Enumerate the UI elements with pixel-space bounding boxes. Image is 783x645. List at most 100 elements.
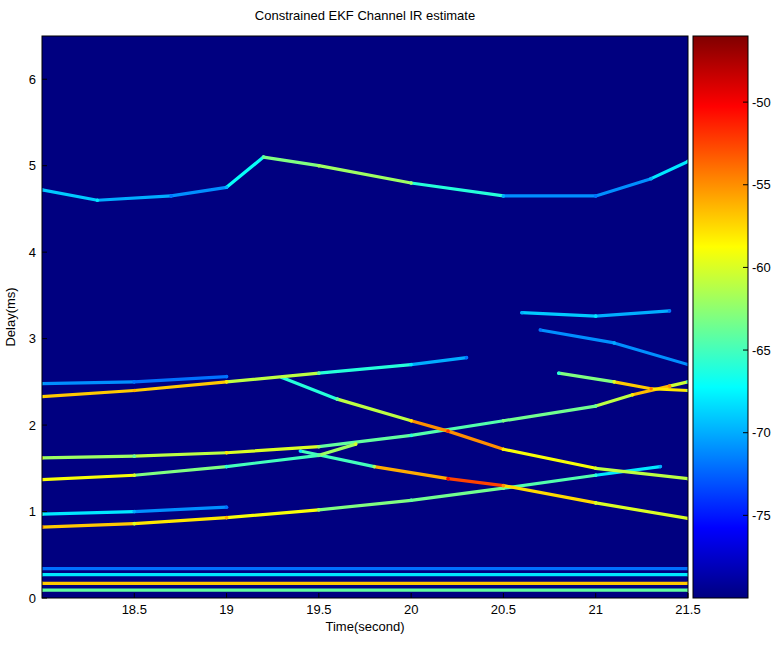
track-segment [134,467,226,476]
track-point [225,516,229,520]
track-point [502,419,506,423]
track-segment [263,157,318,166]
track-point [132,380,136,384]
track-segment [651,389,688,391]
x-tick-label: 21.5 [675,602,700,617]
track-segment [596,311,670,316]
track-point [594,501,598,505]
track-segment [42,589,688,592]
track-segment [227,510,319,518]
track-segment [134,518,226,524]
track-point [317,508,321,512]
track-point [225,505,229,509]
track-point [465,356,469,360]
track-segment [42,475,134,479]
track-point [446,477,450,481]
track-point [631,393,635,397]
x-tick-label: 20.5 [491,602,516,617]
track-segment [522,313,596,316]
colorbar-tick-label: -75 [752,508,771,523]
track-segment [42,524,134,527]
y-tick-label: 3 [29,331,36,346]
y-tick-label: 6 [29,72,36,87]
track-segment [134,453,226,456]
y-tick-label: 0 [29,591,36,606]
track-segment [134,382,226,391]
track-segment [503,406,595,421]
track-segment [319,435,411,446]
track-point [336,397,340,401]
y-tick-label: 1 [29,504,36,519]
track-point [520,311,524,315]
track-point [169,194,173,198]
y-tick [42,252,47,253]
x-tick [411,593,412,598]
track-segment [670,382,688,386]
x-tick [503,593,504,598]
track-point [502,447,506,451]
track-point [225,465,229,469]
x-tick-label: 18.5 [122,602,147,617]
track-point [612,341,616,345]
x-tick-label: 19 [219,602,233,617]
track-segment [42,190,97,200]
colorbar-tick [743,267,748,268]
track-point [409,434,413,438]
track-segment [134,507,226,511]
x-tick [226,593,227,598]
colorbar-tick [743,432,748,433]
x-tick-label: 19.5 [306,602,331,617]
track-segment [227,447,319,453]
track-segment [503,449,595,468]
plot-background [42,36,688,598]
track-segment [411,488,503,500]
y-tick [42,598,47,599]
track-point [649,177,653,181]
chart: Constrained EKF Channel IR estimate 18.5 1… [0,0,783,645]
track-point [612,380,616,384]
track-segment [42,382,134,384]
track-segment [42,567,688,570]
track-point [225,380,229,384]
track-segment [97,196,171,200]
track-point [502,484,506,488]
track-segment [596,179,651,196]
track-segment [134,377,226,382]
x-tick [595,593,596,598]
track-segment [42,573,688,576]
track-point [668,309,672,313]
colorbar-tick-label: -60 [752,260,771,275]
track-point [132,473,136,477]
track-segment [374,467,448,479]
x-axis-title: Time(second) [326,619,405,634]
track-point [594,194,598,198]
track-segment [614,343,688,365]
track-segment [42,390,134,396]
track-segment [614,382,651,389]
track-point [225,375,229,379]
track-point [317,454,321,458]
y-tick [42,79,47,80]
track-point [557,371,561,375]
title: Constrained EKF Channel IR estimate [255,8,475,23]
track-segment [540,330,614,343]
track-point [262,155,266,159]
track-segment [319,365,411,374]
track-segment [448,431,503,449]
colorbar-tick-label: -70 [752,425,771,440]
y-tick-label: 2 [29,418,36,433]
track-point [409,419,413,423]
colorbar-tick-label: -50 [752,95,771,110]
colorbar-tick [743,350,748,351]
track-point [225,451,229,455]
tracks [42,155,688,592]
track-point [225,186,229,190]
track-point [299,449,303,453]
track-point [317,164,321,168]
track-point [372,465,376,469]
y-tick [42,511,47,512]
track-point [409,181,413,185]
track-segment [319,444,356,455]
track-point [409,363,413,367]
track-point [594,404,598,408]
